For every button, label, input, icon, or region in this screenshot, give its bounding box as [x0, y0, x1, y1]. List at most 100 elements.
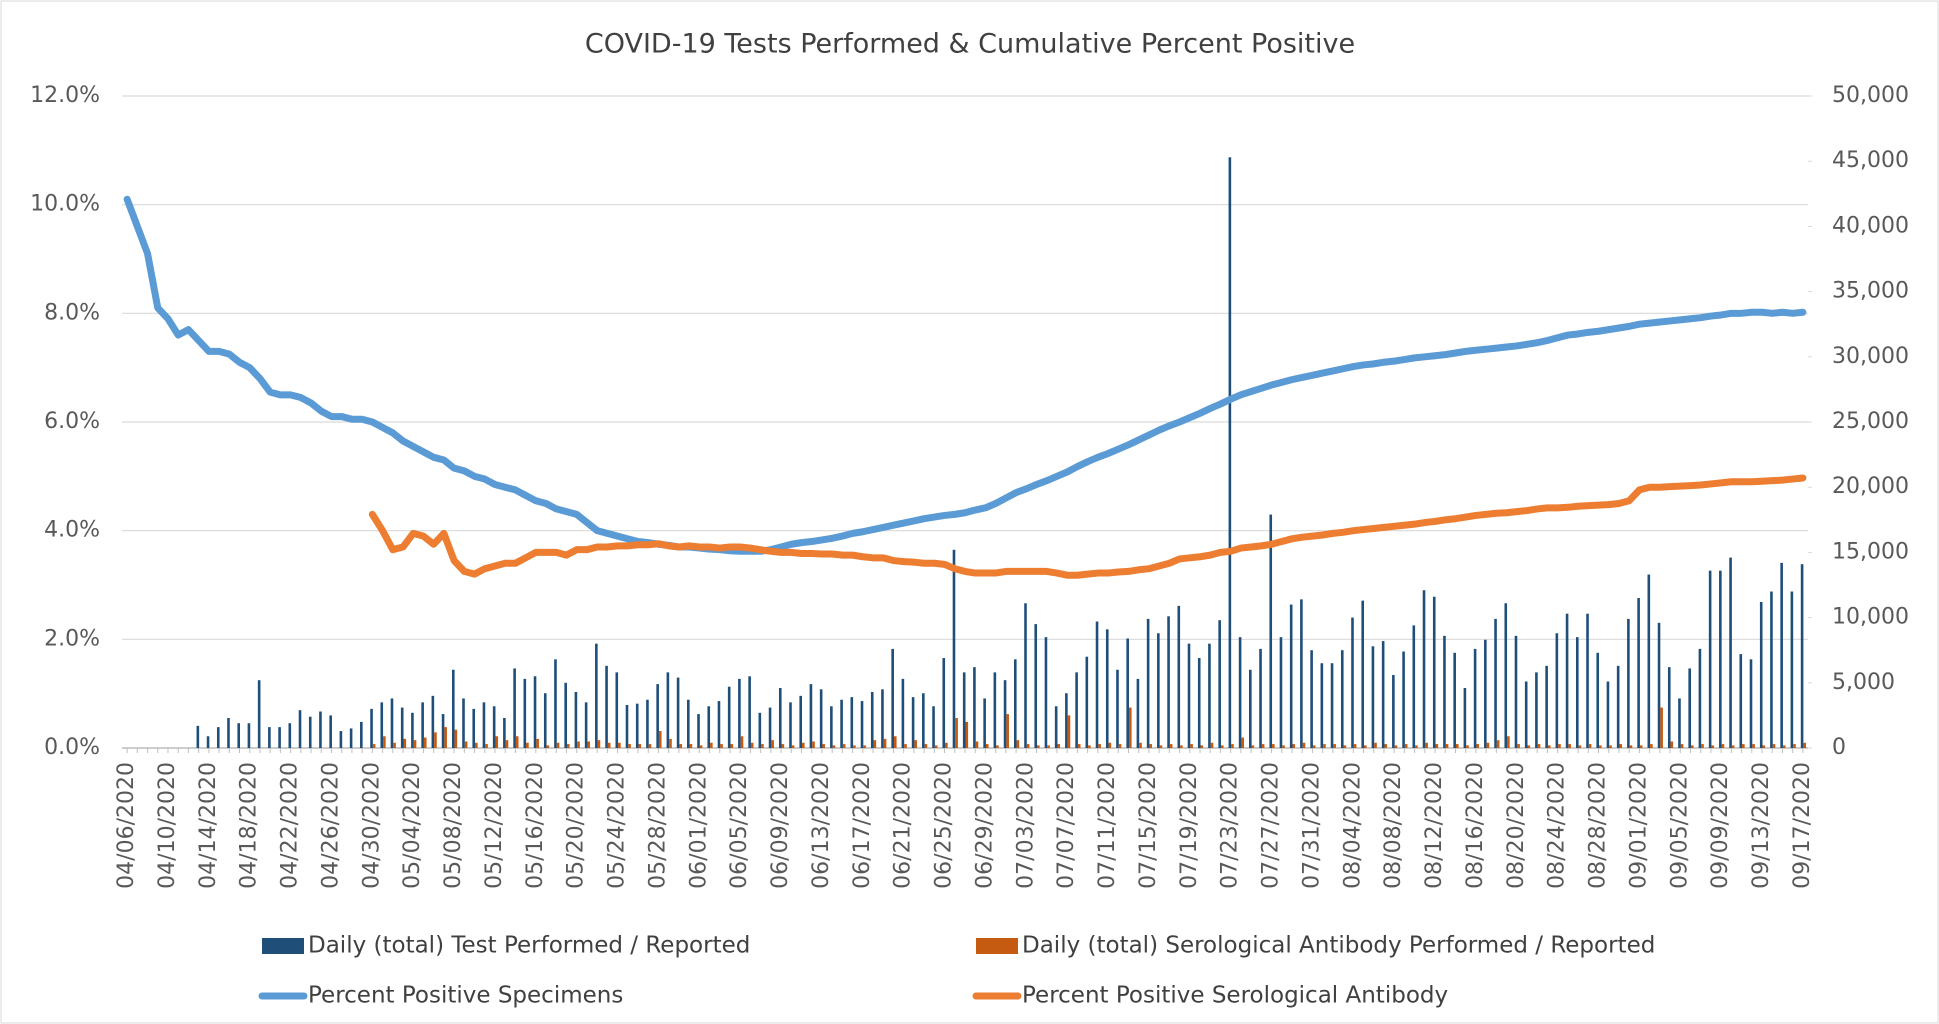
- y-tick-label: 8.0%: [44, 300, 100, 325]
- bar: [1555, 633, 1559, 748]
- bar: [1586, 613, 1589, 748]
- bar: [1578, 745, 1582, 748]
- y-tick-label: 2.0%: [44, 626, 100, 651]
- x-tick-label: 04/10/2020: [155, 762, 180, 889]
- bar: [1136, 678, 1140, 748]
- bar: [431, 695, 435, 748]
- bar: [625, 704, 629, 748]
- bar: [761, 744, 764, 748]
- bar: [983, 698, 986, 748]
- bar: [393, 742, 396, 748]
- bar: [942, 658, 946, 748]
- bar: [349, 728, 353, 748]
- bar: [526, 742, 529, 748]
- x-tick-label: 05/20/2020: [564, 762, 589, 889]
- bar: [1088, 745, 1091, 748]
- bar: [390, 698, 394, 748]
- x-tick-label: 04/26/2020: [318, 762, 343, 889]
- x-tick-label: 05/12/2020: [482, 762, 507, 889]
- bar: [1547, 745, 1551, 748]
- x-tick-label: 09/01/2020: [1626, 762, 1651, 889]
- bar: [421, 702, 424, 748]
- bar: [973, 667, 976, 748]
- bar: [462, 698, 465, 748]
- bar: [1486, 742, 1490, 748]
- bar: [840, 699, 843, 748]
- bar: [1596, 652, 1600, 748]
- y-tick-label: 0.0%: [44, 735, 100, 760]
- bar: [1504, 603, 1508, 748]
- bar: [768, 707, 772, 748]
- bar: [1494, 618, 1497, 748]
- bar: [1432, 596, 1436, 748]
- bar: [1302, 742, 1306, 748]
- bar: [1146, 618, 1150, 748]
- bar: [556, 742, 560, 748]
- bar: [1238, 637, 1242, 748]
- chart-title: COVID-19 Tests Performed & Cumulative Pe…: [585, 29, 1355, 60]
- bar: [1340, 650, 1344, 748]
- bar: [1667, 667, 1671, 748]
- bar: [546, 745, 550, 748]
- bar: [883, 738, 887, 748]
- x-tick-label: 08/16/2020: [1463, 762, 1488, 889]
- bar: [1095, 621, 1099, 748]
- bar: [383, 736, 386, 748]
- bar: [1139, 742, 1142, 748]
- bar: [924, 744, 928, 748]
- bar: [257, 680, 261, 748]
- bar: [1627, 618, 1630, 748]
- bar: [370, 708, 373, 748]
- bar: [985, 744, 989, 748]
- bar: [1800, 564, 1804, 748]
- bar: [873, 740, 877, 748]
- bar: [819, 689, 823, 748]
- bar: [543, 693, 547, 748]
- bar: [298, 710, 302, 748]
- bar: [492, 706, 496, 748]
- x-tick-label: 05/16/2020: [523, 762, 548, 889]
- bar: [1180, 745, 1183, 748]
- bar: [1752, 744, 1755, 748]
- bar: [1157, 633, 1160, 748]
- bar: [707, 706, 711, 748]
- bar: [1711, 745, 1715, 748]
- bar: [1231, 744, 1234, 748]
- bar: [1116, 669, 1119, 748]
- bar: [1024, 603, 1027, 748]
- bar: [595, 643, 598, 748]
- bar: [1558, 744, 1561, 748]
- bar: [658, 731, 662, 748]
- bar: [952, 549, 956, 748]
- x-tick-label: 05/08/2020: [441, 762, 466, 889]
- bar: [1394, 745, 1398, 748]
- bar: [1034, 624, 1038, 748]
- bar: [1026, 744, 1030, 748]
- bar: [423, 737, 427, 748]
- bar: [1085, 656, 1089, 748]
- bar: [554, 659, 557, 748]
- bar: [901, 678, 905, 748]
- bar: [1688, 668, 1691, 748]
- bar: [750, 742, 754, 748]
- x-tick-label: 06/17/2020: [850, 762, 875, 889]
- bar: [329, 715, 332, 748]
- bar: [1371, 646, 1375, 748]
- bar: [564, 682, 567, 748]
- bar: [1333, 744, 1336, 748]
- bar: [464, 741, 468, 748]
- bar: [339, 731, 343, 748]
- bar: [1514, 635, 1518, 748]
- bar: [434, 732, 437, 748]
- bar: [778, 688, 782, 748]
- bar: [206, 736, 210, 748]
- legend: Daily (total) Test Performed / Reported D…: [258, 933, 1655, 1009]
- bar: [268, 727, 271, 748]
- bar: [1228, 157, 1232, 749]
- bar: [1210, 742, 1214, 748]
- bar: [1218, 620, 1221, 748]
- bar: [1445, 744, 1449, 748]
- bar: [781, 744, 785, 748]
